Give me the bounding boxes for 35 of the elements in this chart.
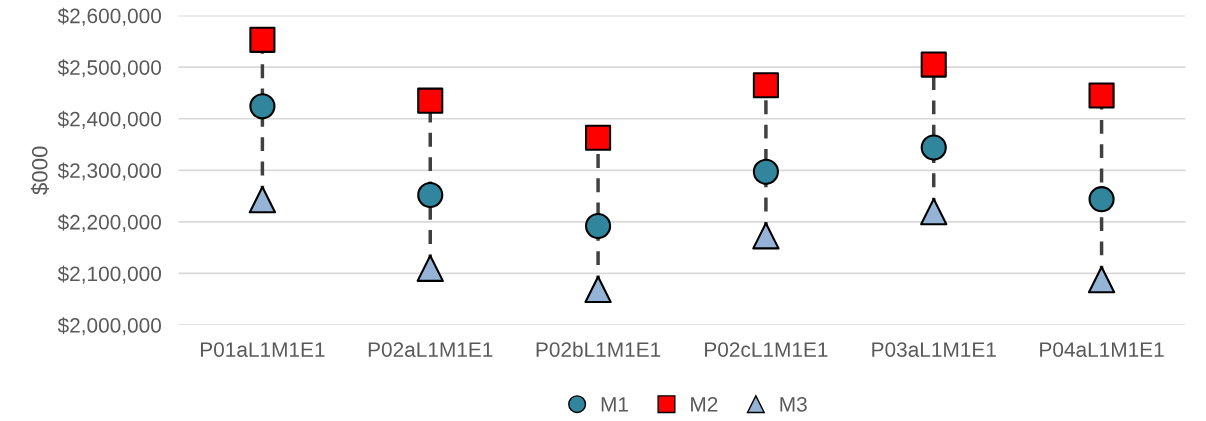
x-tick-label: P02bL1M1E1: [536, 341, 661, 357]
x-tick-label: P03aL1M1E1: [872, 342, 996, 357]
y-tick-label: $2,600,000: [57, 7, 162, 26]
y-tick-label: $2,100,000: [57, 265, 162, 284]
x-tick-label: P04aL1M1E1: [1040, 342, 1164, 357]
point: [1088, 186, 1115, 213]
point: [248, 186, 277, 214]
y-tick-label: $2,400,000: [57, 110, 162, 129]
point: [417, 181, 444, 209]
point: [752, 158, 779, 185]
point: [752, 222, 780, 250]
y-axis-title: $000: [30, 146, 49, 195]
point: [920, 51, 947, 78]
point: [585, 212, 612, 240]
y-tick-label: $2,300,000: [57, 162, 162, 181]
y-tick-label: $2,200,000: [57, 213, 162, 233]
legend-label: M1: [601, 397, 628, 412]
x-tick-label: P02cL1M1E1: [705, 342, 828, 357]
x-tick-label: P01aL1M1E1: [200, 342, 325, 357]
point: [585, 124, 612, 151]
point: [584, 275, 612, 304]
point: [249, 26, 276, 53]
point: [416, 254, 444, 282]
point: [1087, 265, 1116, 294]
x-tick-label: P02aL1M1E1: [368, 342, 493, 357]
y-tick-label: $2,000,000: [57, 317, 162, 336]
point: [249, 93, 276, 120]
point: [752, 72, 779, 99]
point: [1088, 82, 1115, 109]
point: [417, 87, 444, 114]
legend-label: M2: [691, 396, 718, 412]
y-tick-label: $2,500,000: [57, 59, 162, 78]
point: [920, 197, 948, 226]
point: [920, 134, 947, 161]
legend-label: M3: [780, 396, 807, 412]
